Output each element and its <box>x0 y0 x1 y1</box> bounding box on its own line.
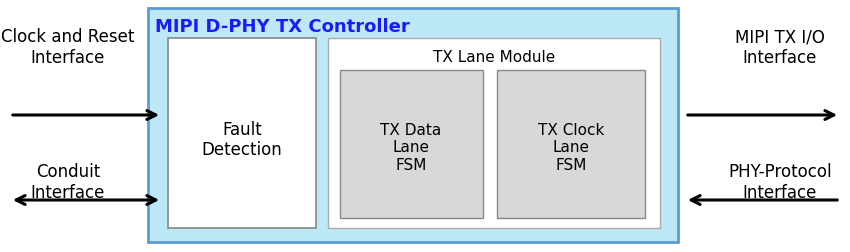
Text: Conduit
Interface: Conduit Interface <box>31 163 105 202</box>
Bar <box>148 8 678 242</box>
Text: Clock and Reset
Interface: Clock and Reset Interface <box>2 28 134 67</box>
FancyArrowPatch shape <box>16 196 156 204</box>
Text: MIPI D-PHY TX Controller: MIPI D-PHY TX Controller <box>155 18 410 36</box>
Text: MIPI TX I/O
Interface: MIPI TX I/O Interface <box>735 28 825 67</box>
Text: PHY-Protocol
Interface: PHY-Protocol Interface <box>728 163 832 202</box>
Bar <box>168 38 316 228</box>
Text: TX Data
Lane
FSM: TX Data Lane FSM <box>380 123 442 173</box>
Text: TX Clock
Lane
FSM: TX Clock Lane FSM <box>538 123 604 173</box>
FancyArrowPatch shape <box>691 196 837 204</box>
Text: TX Lane Module: TX Lane Module <box>433 49 555 65</box>
FancyArrowPatch shape <box>688 111 834 119</box>
Bar <box>328 38 660 228</box>
Bar <box>340 70 483 218</box>
Text: Fault
Detection: Fault Detection <box>201 121 282 160</box>
FancyArrowPatch shape <box>13 111 156 119</box>
Bar <box>497 70 645 218</box>
